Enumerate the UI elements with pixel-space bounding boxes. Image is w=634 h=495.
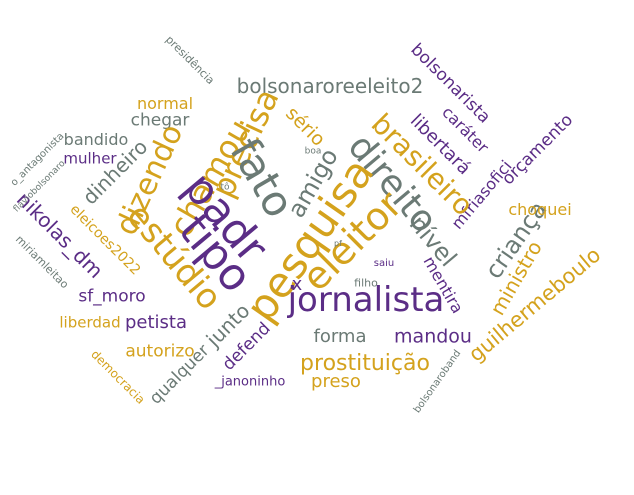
- word-prostituicao: prostituição: [300, 351, 430, 376]
- word-sf-moro: sf_moro: [78, 286, 146, 307]
- word-to: tô: [220, 182, 230, 193]
- word-mandou: mandou: [394, 325, 472, 348]
- word-petista: petista: [124, 312, 188, 333]
- word-presidencia: presidência: [162, 32, 218, 88]
- word-chegar: chegar: [130, 110, 190, 131]
- word-serio: sério: [281, 102, 330, 151]
- word-bolsonaroreeleito2: bolsonaroreeleito2: [236, 74, 424, 98]
- word-x: x: [291, 274, 303, 295]
- word-orcamento: orçamento: [498, 110, 578, 190]
- word-liberdad: liberdad: [59, 313, 121, 332]
- word-pf: pf: [334, 239, 342, 248]
- word-forma: forma: [313, 326, 367, 347]
- word-bandido: bandido: [63, 130, 129, 149]
- word-mulher: mulher: [63, 149, 117, 168]
- word-filho: filho: [354, 276, 378, 290]
- word-saiu: saiu: [373, 258, 395, 269]
- word-jornalista: jornalista: [287, 280, 445, 320]
- word-boa: boa: [304, 146, 322, 157]
- word-choquei: choquei: [508, 200, 572, 219]
- word-normal: normal: [136, 94, 194, 113]
- word-janoninho: _janoninho: [214, 374, 286, 390]
- word-preso: preso: [311, 371, 361, 392]
- word-autorizo: autorizo: [125, 341, 195, 362]
